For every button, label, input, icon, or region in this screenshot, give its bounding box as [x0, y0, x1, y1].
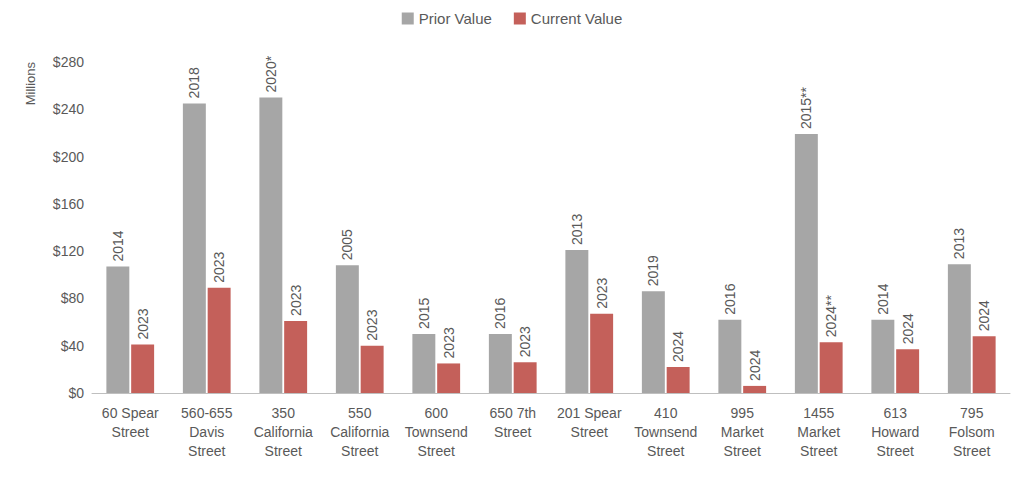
- svg-text:2023: 2023: [441, 327, 457, 358]
- svg-text:$160: $160: [53, 196, 84, 212]
- svg-text:2015: 2015: [416, 298, 432, 329]
- svg-text:Market: Market: [721, 424, 764, 440]
- svg-text:410: 410: [654, 405, 678, 421]
- svg-text:Street: Street: [112, 424, 149, 440]
- svg-text:2023: 2023: [364, 309, 380, 340]
- svg-text:2019: 2019: [645, 255, 661, 286]
- svg-text:2024: 2024: [747, 350, 763, 381]
- svg-text:2023: 2023: [517, 326, 533, 357]
- svg-text:Davis: Davis: [189, 424, 224, 440]
- svg-text:Townsend: Townsend: [634, 424, 697, 440]
- svg-text:Street: Street: [571, 424, 608, 440]
- svg-text:Market: Market: [797, 424, 840, 440]
- svg-text:350: 350: [272, 405, 296, 421]
- svg-text:2018: 2018: [186, 67, 202, 98]
- svg-text:Street: Street: [341, 443, 378, 459]
- svg-text:$0: $0: [68, 385, 84, 401]
- svg-text:2023: 2023: [135, 308, 151, 339]
- svg-text:$120: $120: [53, 243, 84, 259]
- svg-text:Street: Street: [188, 443, 225, 459]
- svg-text:560-655: 560-655: [181, 405, 233, 421]
- svg-text:2013: 2013: [951, 228, 967, 259]
- svg-text:2014: 2014: [110, 230, 126, 261]
- svg-text:Folsom: Folsom: [949, 424, 995, 440]
- svg-text:201 Spear: 201 Spear: [557, 405, 622, 421]
- svg-text:2023: 2023: [211, 251, 227, 282]
- svg-text:$80: $80: [61, 290, 85, 306]
- svg-text:California: California: [254, 424, 313, 440]
- svg-text:613: 613: [884, 405, 908, 421]
- svg-text:Street: Street: [724, 443, 761, 459]
- svg-text:$240: $240: [53, 101, 84, 117]
- svg-text:2015**: 2015**: [798, 87, 814, 130]
- svg-text:Street: Street: [953, 443, 990, 459]
- svg-text:Street: Street: [265, 443, 302, 459]
- svg-text:795: 795: [960, 405, 984, 421]
- svg-text:Street: Street: [494, 424, 531, 440]
- svg-text:2013: 2013: [569, 214, 585, 245]
- svg-text:1455: 1455: [803, 405, 834, 421]
- svg-text:Prior Value: Prior Value: [419, 10, 492, 27]
- svg-text:650 7th: 650 7th: [489, 405, 536, 421]
- svg-text:2020*: 2020*: [263, 55, 279, 92]
- svg-text:2024: 2024: [900, 313, 916, 344]
- svg-text:Street: Street: [877, 443, 914, 459]
- svg-text:California: California: [330, 424, 389, 440]
- svg-text:2016: 2016: [722, 283, 738, 314]
- svg-text:2016: 2016: [492, 298, 508, 329]
- svg-text:$280: $280: [53, 54, 84, 70]
- svg-text:2023: 2023: [288, 285, 304, 316]
- svg-text:2023: 2023: [594, 277, 610, 308]
- svg-text:550: 550: [348, 405, 372, 421]
- svg-text:Howard: Howard: [871, 424, 919, 440]
- svg-text:2024: 2024: [976, 300, 992, 331]
- svg-text:2014: 2014: [875, 283, 891, 314]
- svg-text:995: 995: [731, 405, 755, 421]
- svg-text:600: 600: [425, 405, 449, 421]
- svg-text:60 Spear: 60 Spear: [102, 405, 159, 421]
- svg-text:Street: Street: [800, 443, 837, 459]
- svg-text:2024: 2024: [670, 331, 686, 362]
- svg-text:Current Value: Current Value: [531, 10, 622, 27]
- svg-text:2005: 2005: [339, 229, 355, 260]
- svg-text:Street: Street: [418, 443, 455, 459]
- svg-text:2024**: 2024**: [823, 295, 839, 338]
- svg-text:$200: $200: [53, 149, 84, 165]
- svg-text:Street: Street: [647, 443, 684, 459]
- svg-text:$40: $40: [61, 338, 85, 354]
- svg-text:Townsend: Townsend: [405, 424, 468, 440]
- svg-text:Millions: Millions: [23, 62, 38, 106]
